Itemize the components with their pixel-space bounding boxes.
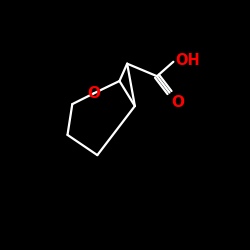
Text: O: O: [87, 86, 100, 101]
Text: O: O: [171, 96, 184, 110]
Text: OH: OH: [175, 53, 200, 68]
